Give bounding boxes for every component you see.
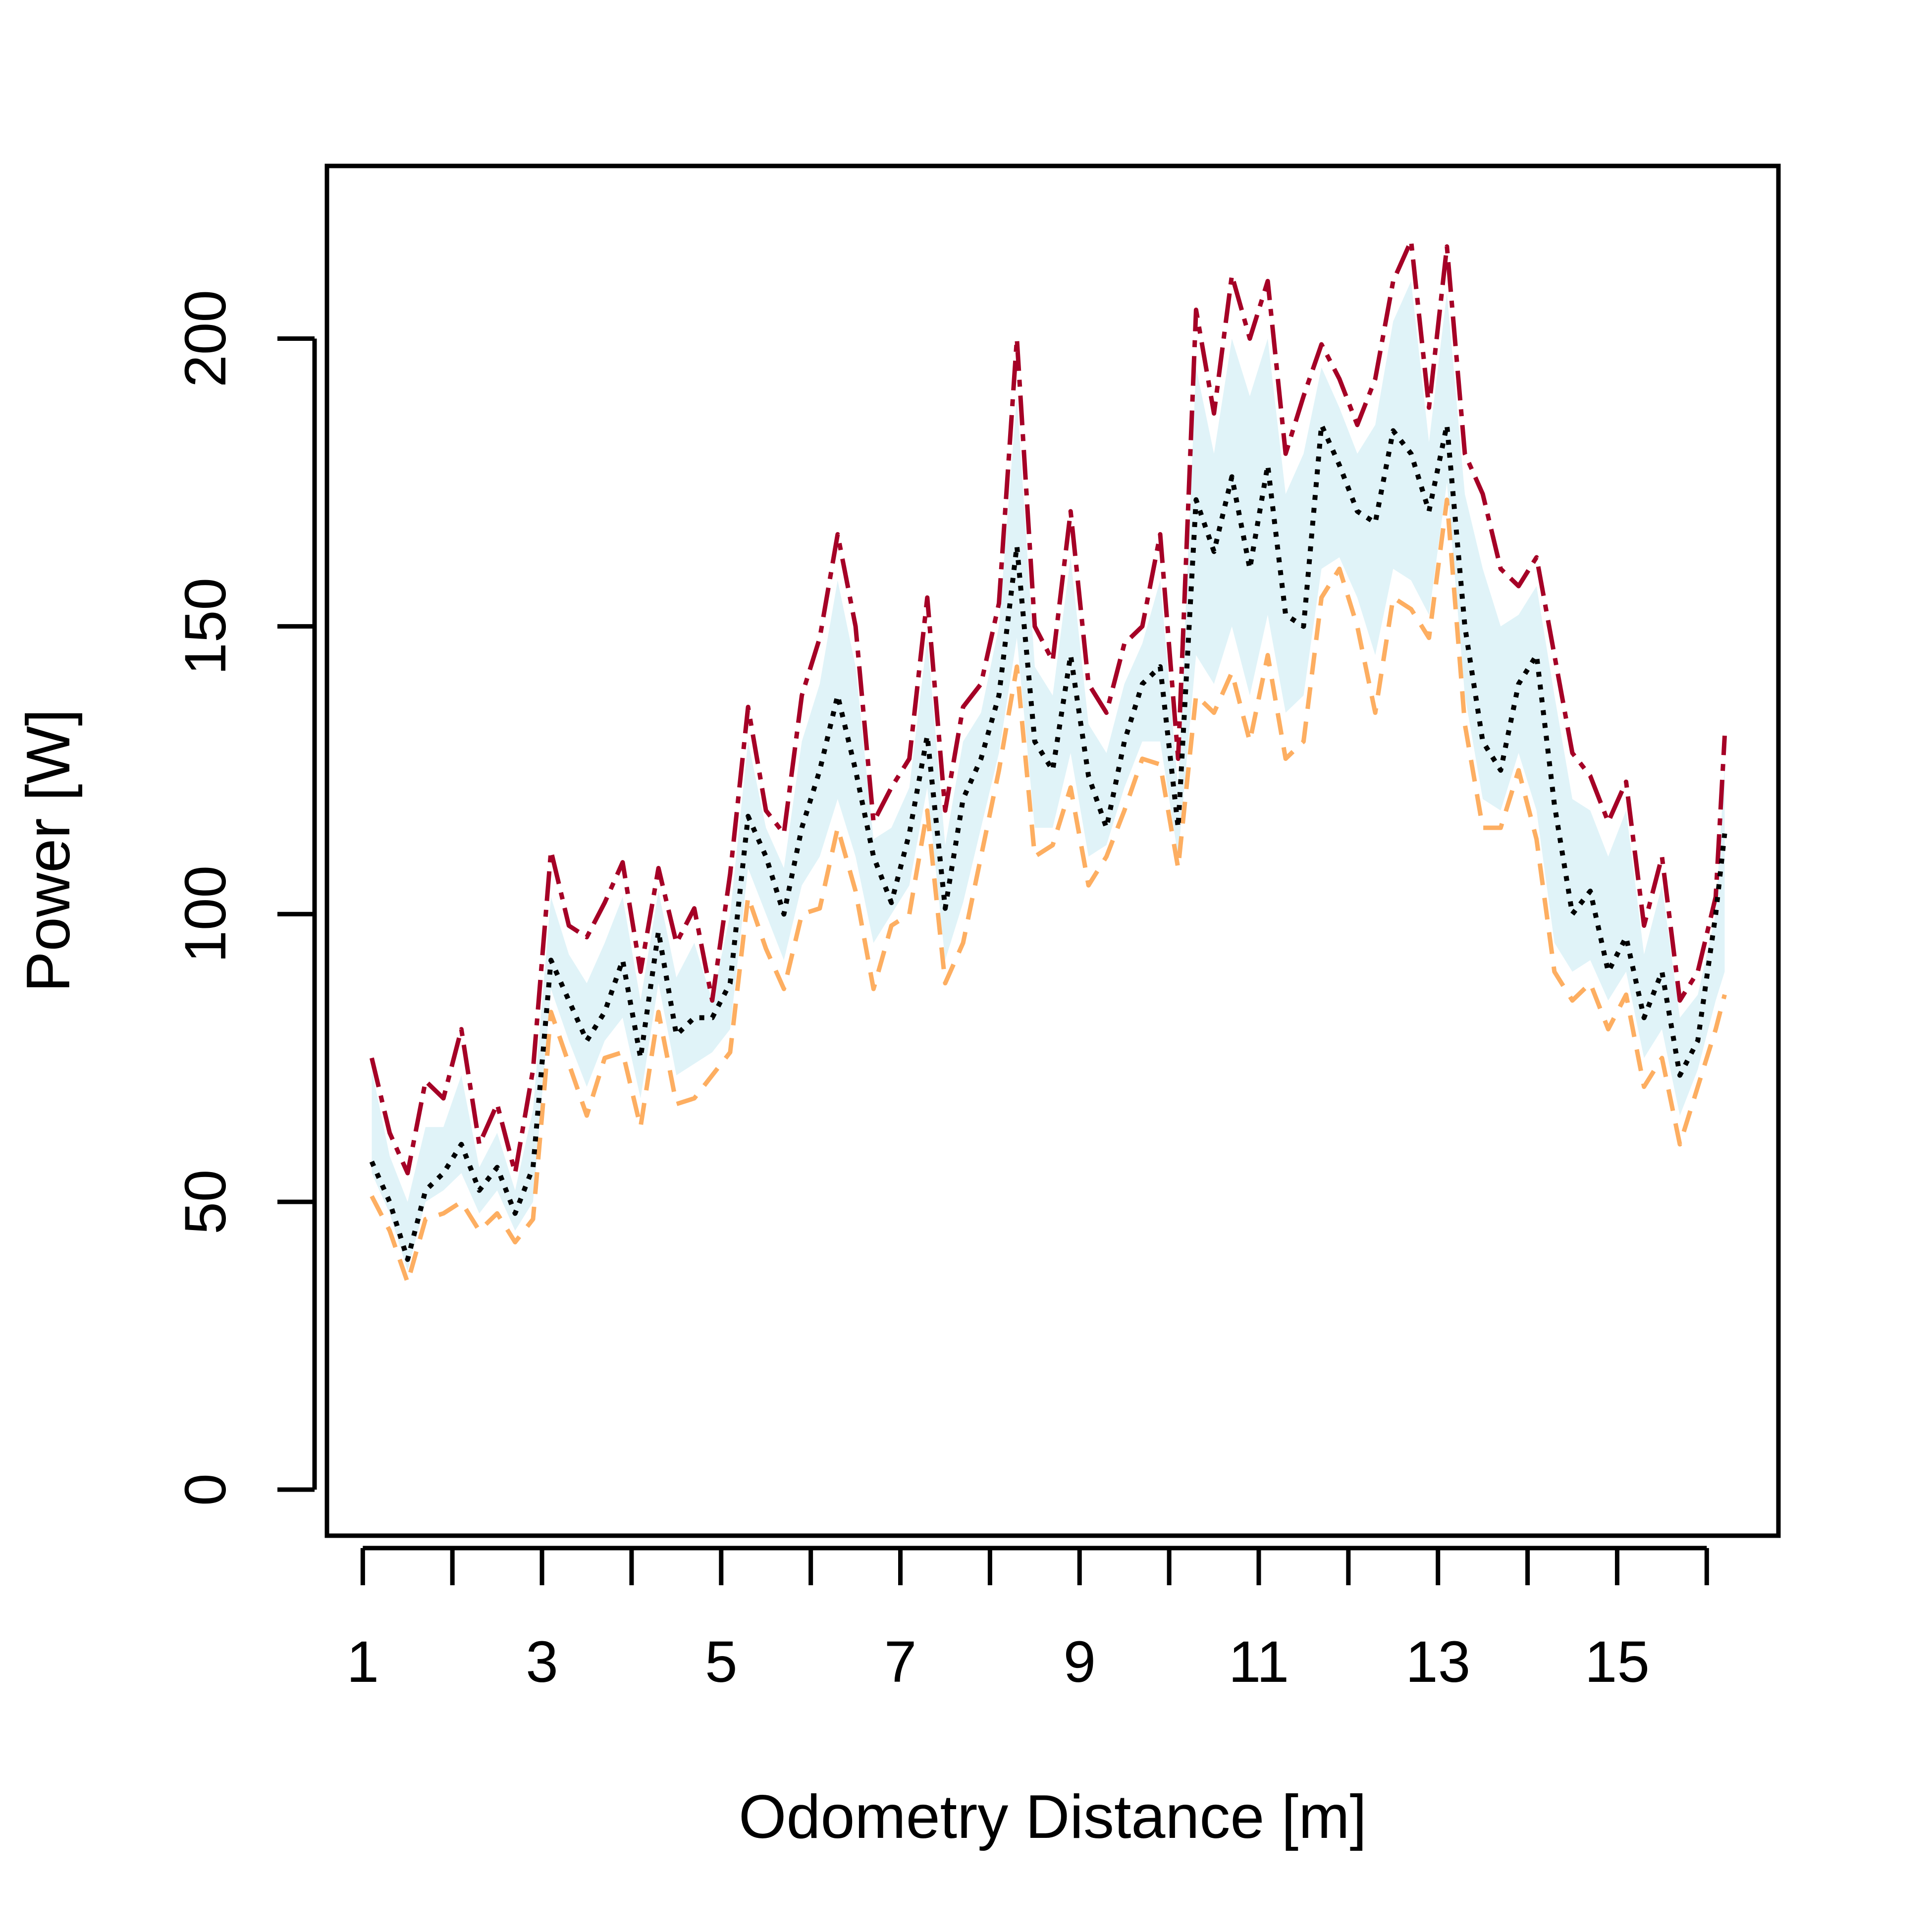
y-tick-label: 50 <box>173 1170 238 1234</box>
y-tick-label: 200 <box>173 290 238 387</box>
y-axis: 0 50 100 150 200 <box>173 290 317 1506</box>
x-tick-label: 1 <box>347 1629 379 1695</box>
y-tick-label: 150 <box>173 578 238 675</box>
y-tick-label: 100 <box>173 865 238 963</box>
x-tick-label: 5 <box>705 1629 738 1695</box>
plot-frame <box>324 163 1781 1538</box>
x-tick-label: 3 <box>526 1629 558 1695</box>
x-tick-label: 9 <box>1063 1629 1096 1695</box>
x-axis: 1 3 5 7 9 11 13 15 <box>347 1546 1709 1695</box>
band-area <box>372 281 1725 1271</box>
series-line-lower <box>370 497 1727 1285</box>
x-tick-label: 11 <box>1229 1629 1289 1695</box>
series-line-upper <box>370 238 1727 1176</box>
x-tick-label: 15 <box>1585 1629 1650 1695</box>
confidence-band <box>372 281 1725 1271</box>
y-axis-label: Power [W] <box>14 709 83 992</box>
x-axis-label: Odometry Distance [m] <box>739 1783 1367 1851</box>
x-tick-label: 13 <box>1405 1629 1470 1695</box>
x-tick-label: 7 <box>884 1629 917 1695</box>
series-lines <box>369 238 1727 1285</box>
y-tick-label: 0 <box>173 1473 238 1506</box>
